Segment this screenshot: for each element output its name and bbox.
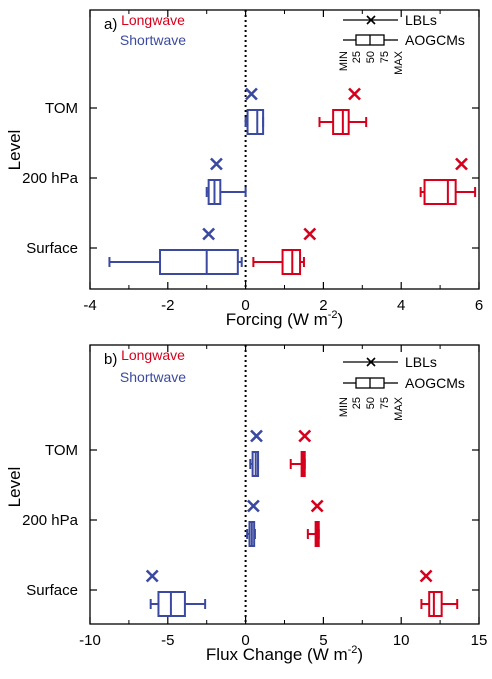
panel-a-legend-shortwave: Shortwave: [120, 32, 186, 48]
panel-a-frame: [89, 9, 480, 290]
panel-b-xtick-label: 10: [393, 632, 410, 649]
panel-a-shortwave-tom-box: [246, 109, 265, 135]
panel-a-shortwave-tom-lbl-marker: [245, 87, 258, 101]
panel-a-xtick-label: 2: [319, 297, 327, 314]
panel-b-xtick-label: -5: [161, 632, 174, 649]
panel-a-xlabel-tail: ): [338, 310, 344, 329]
panel-b-longwave-200-hpa-lbl-marker: [310, 499, 324, 513]
panel-a-legend-key-min: MIN: [338, 51, 350, 71]
panel-a-legend-key-50: 50: [365, 51, 377, 63]
panel-b-legend-lbl-label: LBLs: [405, 354, 437, 370]
panel-a-longwave-surface-lbl-marker: [303, 227, 317, 241]
panel-a-legend-key-75: 75: [379, 51, 391, 63]
panel-a-level-label: 200 hPa: [22, 170, 79, 187]
panel-a-longwave-200-hpa-box: [423, 179, 457, 205]
panel-b-shortwave-surface-lbl-marker: [145, 569, 159, 583]
panel-a-xlabel: Forcing (W m-2): [226, 309, 343, 329]
panel-b-longwave-tom-lbl-marker: [298, 429, 312, 443]
panel-a-longwave-200-hpa-lbl-marker: [455, 157, 468, 171]
panel-a-legend-aogcm-label: AOGCMs: [405, 32, 465, 48]
panel-b-xlabel-tail: ): [357, 645, 363, 664]
panel-b-xlabel: Flux Change (W m-2): [206, 644, 363, 664]
panel-b-legend-aogcm-label: AOGCMs: [405, 375, 465, 391]
panel-a-level-label: Surface: [26, 240, 78, 257]
panel-a-longwave-tom-box: [332, 109, 350, 135]
panel-b-xtick-label: 15: [471, 632, 488, 649]
panel-b-legend-longwave: Longwave: [121, 347, 185, 363]
panel-b-label: b): [104, 351, 117, 368]
panel-b-xtick-label: 0: [241, 632, 249, 649]
panel-a-label: a): [104, 16, 117, 33]
panel-a-legend-lbl-marker: [366, 15, 376, 25]
panel-b-legend-key-50: 50: [365, 397, 377, 409]
panel-a-shortwave-surface-lbl-marker: [202, 227, 216, 241]
panel-a-xtick-label: -4: [83, 297, 96, 314]
panel-b-legend-key-25: 25: [351, 397, 363, 409]
panel-b-level-label: Surface: [26, 582, 78, 599]
panel-b-shortwave-200-hpa-lbl-marker: [246, 499, 260, 513]
panel-a-xtick-label: 0: [241, 297, 249, 314]
panel-a-longwave-tom-lbl-marker: [348, 87, 361, 101]
panel-b-legend-key-75: 75: [379, 397, 391, 409]
panel-a-xtick-label: -2: [161, 297, 174, 314]
panel-b-legend-lbl-marker: [366, 357, 376, 367]
panel-a-ylabel: Level: [5, 130, 24, 171]
panel-a-level-label: TOM: [45, 100, 78, 117]
panel-a-shortwave-surface-box: [159, 249, 239, 275]
panel-b-xtick-label: -10: [79, 632, 101, 649]
panel-b-shortwave-tom-lbl-marker: [250, 429, 263, 443]
panel-a-legend-longwave: Longwave: [121, 12, 185, 28]
panel-a-legend-key-max: MAX: [393, 50, 405, 75]
panel-b-longwave-surface-box: [428, 591, 443, 617]
panel-a-xlabel-sup: -2: [328, 309, 338, 321]
panel-a-xtick-label: 4: [397, 297, 405, 314]
panel-b-xlabel-sup: -2: [348, 644, 358, 656]
panel-a-xlabel-base: Forcing (W m: [226, 310, 328, 329]
panel-b-legend-key-min: MIN: [338, 397, 350, 417]
panel-a-shortwave-200-hpa-lbl-marker: [210, 157, 223, 171]
panel-b-legend-key-max: MAX: [393, 396, 405, 421]
panel-a-legend-key-25: 25: [351, 51, 363, 63]
panel-b-level-label: 200 hPa: [22, 512, 79, 529]
panel-b-xtick-label: 5: [319, 632, 327, 649]
panel-b-level-label: TOM: [45, 442, 78, 459]
panel-b-ylabel: Level: [5, 467, 24, 508]
panel-b-longwave-surface-lbl-marker: [419, 569, 433, 583]
panel-b-legend-shortwave: Shortwave: [120, 369, 186, 385]
panel-b-xlabel-base: Flux Change (W m: [206, 645, 348, 664]
panel-a-legend-lbl-label: LBLs: [405, 12, 437, 28]
panel-a-xtick-label: 6: [475, 297, 483, 314]
